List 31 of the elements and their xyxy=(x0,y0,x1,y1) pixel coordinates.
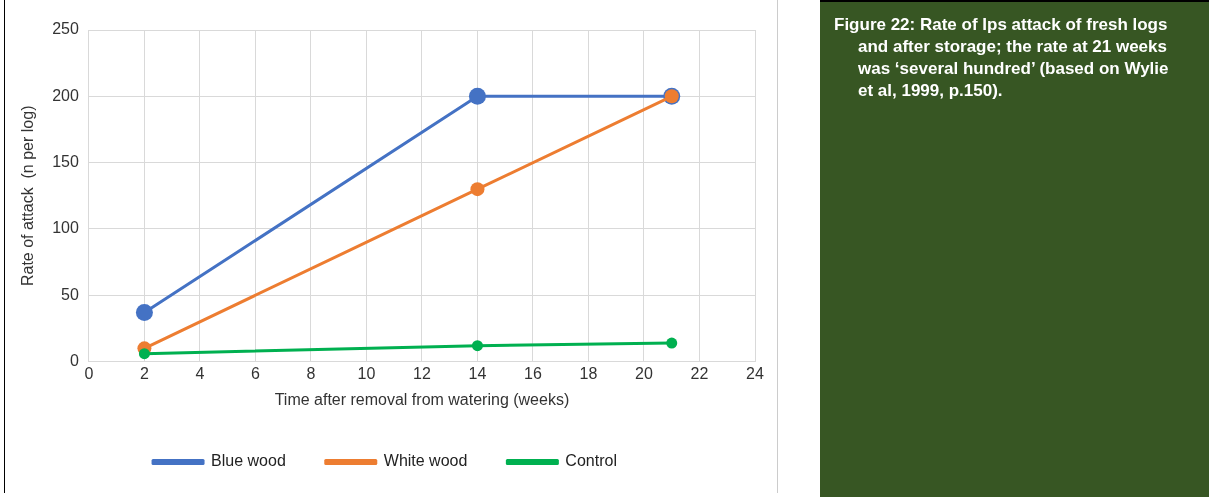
x-axis-title: Time after removal from watering (weeks) xyxy=(274,390,570,408)
x-tick-label: 16 xyxy=(524,364,542,382)
y-tick-label: 0 xyxy=(69,352,79,370)
x-tick-label: 2 xyxy=(139,364,149,382)
x-tick-label: 24 xyxy=(746,364,764,382)
y-tick-label: 50 xyxy=(61,285,79,303)
x-tick-label: 18 xyxy=(579,364,598,382)
y-tick-label: 100 xyxy=(52,219,79,237)
point xyxy=(138,348,150,360)
caption: Figure 22: Rate of Ips attack of fresh logs and after storage; the rate at 21 weeks was ‘several hundred’ (based on Wylie et al, 1999, p.150). xyxy=(833,14,1170,102)
y-tick-label: 250 xyxy=(52,20,79,38)
x-tick-label: 14 xyxy=(468,364,487,382)
x-tick-label: 0 xyxy=(84,364,94,382)
x-tick-label: 12 xyxy=(413,364,431,382)
point xyxy=(468,87,486,105)
point xyxy=(666,337,678,349)
x-tick-label: 4 xyxy=(195,364,205,382)
point xyxy=(471,340,483,352)
x-tick-label: 8 xyxy=(306,364,316,382)
y-tick-label: 150 xyxy=(52,153,79,171)
legend-label: Blue wood xyxy=(211,452,286,470)
point xyxy=(135,304,153,322)
x-tick-label: 6 xyxy=(250,364,260,382)
legend-label: Control xyxy=(565,452,617,470)
point xyxy=(470,182,485,197)
legend-label: White wood xyxy=(383,452,468,470)
x-tick-label: 22 xyxy=(690,364,709,382)
y-axis-title: Rate of attack (n per log) xyxy=(19,105,37,287)
y-tick-label: 200 xyxy=(52,86,79,104)
x-tick-label: 10 xyxy=(357,364,376,382)
x-tick-label: 20 xyxy=(635,364,653,382)
